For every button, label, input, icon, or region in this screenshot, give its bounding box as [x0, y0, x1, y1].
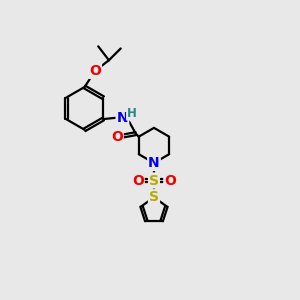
Text: S: S	[149, 190, 159, 204]
Text: O: O	[164, 173, 176, 188]
Text: O: O	[132, 173, 144, 188]
Text: O: O	[111, 130, 123, 144]
Text: N: N	[117, 111, 128, 124]
Text: S: S	[149, 173, 159, 188]
Text: O: O	[89, 64, 101, 78]
Text: N: N	[148, 156, 160, 170]
Text: H: H	[127, 106, 137, 120]
